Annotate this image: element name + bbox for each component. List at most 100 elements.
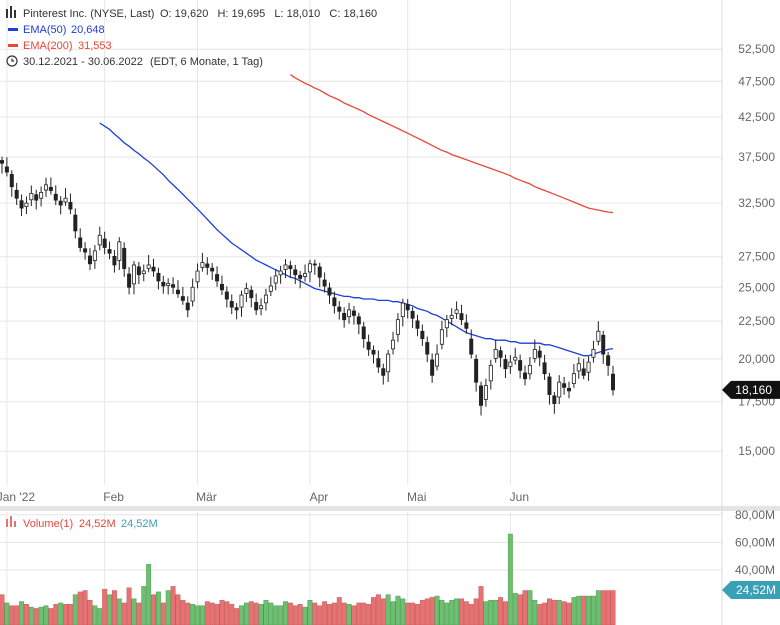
candle [29,185,34,207]
volume-bar [0,594,5,625]
volume-bar [38,606,44,625]
candle [449,308,454,326]
x-tick-label: Jun [510,490,529,504]
candle [117,237,122,270]
volume-bar [102,588,108,625]
volume-y-tick-label: 60,00M [735,535,775,549]
candle-body [508,361,513,368]
candle [312,259,317,275]
candle [87,248,92,270]
candle-body [43,184,48,191]
candle-body [0,160,4,164]
volume-bar [449,599,455,625]
candle-body [444,319,449,329]
candle [376,350,381,373]
volume-bar [600,590,606,625]
candle-body [161,281,166,287]
candle [92,245,97,269]
candle [63,188,68,206]
volume-bar [126,587,132,625]
candle [606,351,611,376]
candle-body [283,264,288,270]
candle [171,277,176,294]
volume-bar [48,608,54,625]
volume-bar [517,594,523,625]
candle-body [371,349,376,355]
ohlc-values: O: 19,620 H: 19,695 L: 18,010 C: 18,160 [160,8,377,20]
candle-body [410,310,415,319]
candle-body [395,319,400,335]
candle-body [127,273,132,288]
candle-body [175,289,180,295]
candle-body [53,193,58,201]
candle [288,260,293,278]
ema200-label[interactable]: EMA(200) [23,40,73,52]
candle [303,264,308,282]
candle-body [102,238,107,248]
volume-bar [395,595,401,625]
chart-type-icon[interactable] [6,6,16,18]
x-tick-label: Feb [103,490,124,504]
candle-body [459,313,464,321]
candle [332,291,337,314]
candle-body [400,302,405,318]
volume-bar [346,604,352,625]
candle-body [268,285,273,292]
candle-body [552,395,557,404]
candle [542,354,547,380]
candle-body [571,373,576,384]
candle-body [48,186,53,191]
ema50-label[interactable]: EMA(50) [23,24,66,36]
candle [151,258,156,277]
candle [552,391,557,414]
candle-body [503,359,508,370]
candle-body [180,296,185,301]
candle [259,298,264,316]
candle [19,194,24,217]
candle [532,339,537,363]
candle [73,208,78,239]
volume-bar [478,586,484,625]
volume-bar [63,604,68,625]
candle-body [151,266,156,272]
volume-bar [473,598,479,625]
candle [185,296,190,318]
ema200-value: 31,553 [78,40,112,52]
candle-body [112,256,117,266]
volume-bar [434,595,440,625]
volume-bar [77,591,83,625]
candle [249,285,254,308]
volume-bar [522,590,528,625]
volume-label[interactable]: Volume(1) [23,518,73,530]
volume-bar [28,606,34,625]
volume-bar [170,586,176,625]
volume-bar [180,599,186,625]
candle [381,363,386,385]
candle-body [92,250,97,261]
candle-body [391,339,396,350]
volume-bar [415,604,420,625]
volume-bar [542,602,548,625]
candle [361,321,366,348]
volume-bar [273,605,279,625]
candle [557,375,562,405]
candle [420,324,425,346]
volume-bar [380,598,386,625]
candle-body [337,306,342,312]
volume-bar [131,598,137,625]
candle-body [449,315,454,319]
candle [229,294,234,315]
candle-body [29,192,34,201]
candle [351,306,356,325]
volume-bar [341,602,347,625]
volume-bar [155,591,161,625]
instrument-title: Pinterest Inc. (NYSE, Last) [23,8,154,20]
candle [244,282,249,302]
y-tick-label: 25,000 [738,280,775,294]
volume-bar [58,602,64,625]
y-tick-label: 37,500 [738,150,775,164]
volume-bar [151,594,156,625]
candle-body [73,214,78,232]
candle [4,157,9,177]
